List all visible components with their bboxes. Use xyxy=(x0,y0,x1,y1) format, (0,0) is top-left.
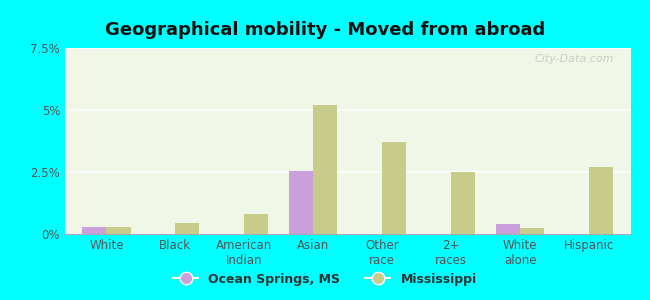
Bar xyxy=(496,224,520,234)
Bar xyxy=(313,105,337,234)
Bar xyxy=(289,171,313,234)
Text: City-Data.com: City-Data.com xyxy=(534,54,614,64)
Bar xyxy=(589,167,613,234)
Bar xyxy=(83,226,107,234)
Bar xyxy=(520,228,544,234)
Bar xyxy=(107,226,131,234)
Bar xyxy=(244,214,268,234)
Bar xyxy=(382,142,406,234)
Bar xyxy=(176,223,200,234)
Legend: Ocean Springs, MS, Mississippi: Ocean Springs, MS, Mississippi xyxy=(168,268,482,291)
Text: Geographical mobility - Moved from abroad: Geographical mobility - Moved from abroa… xyxy=(105,21,545,39)
Bar xyxy=(451,172,475,234)
